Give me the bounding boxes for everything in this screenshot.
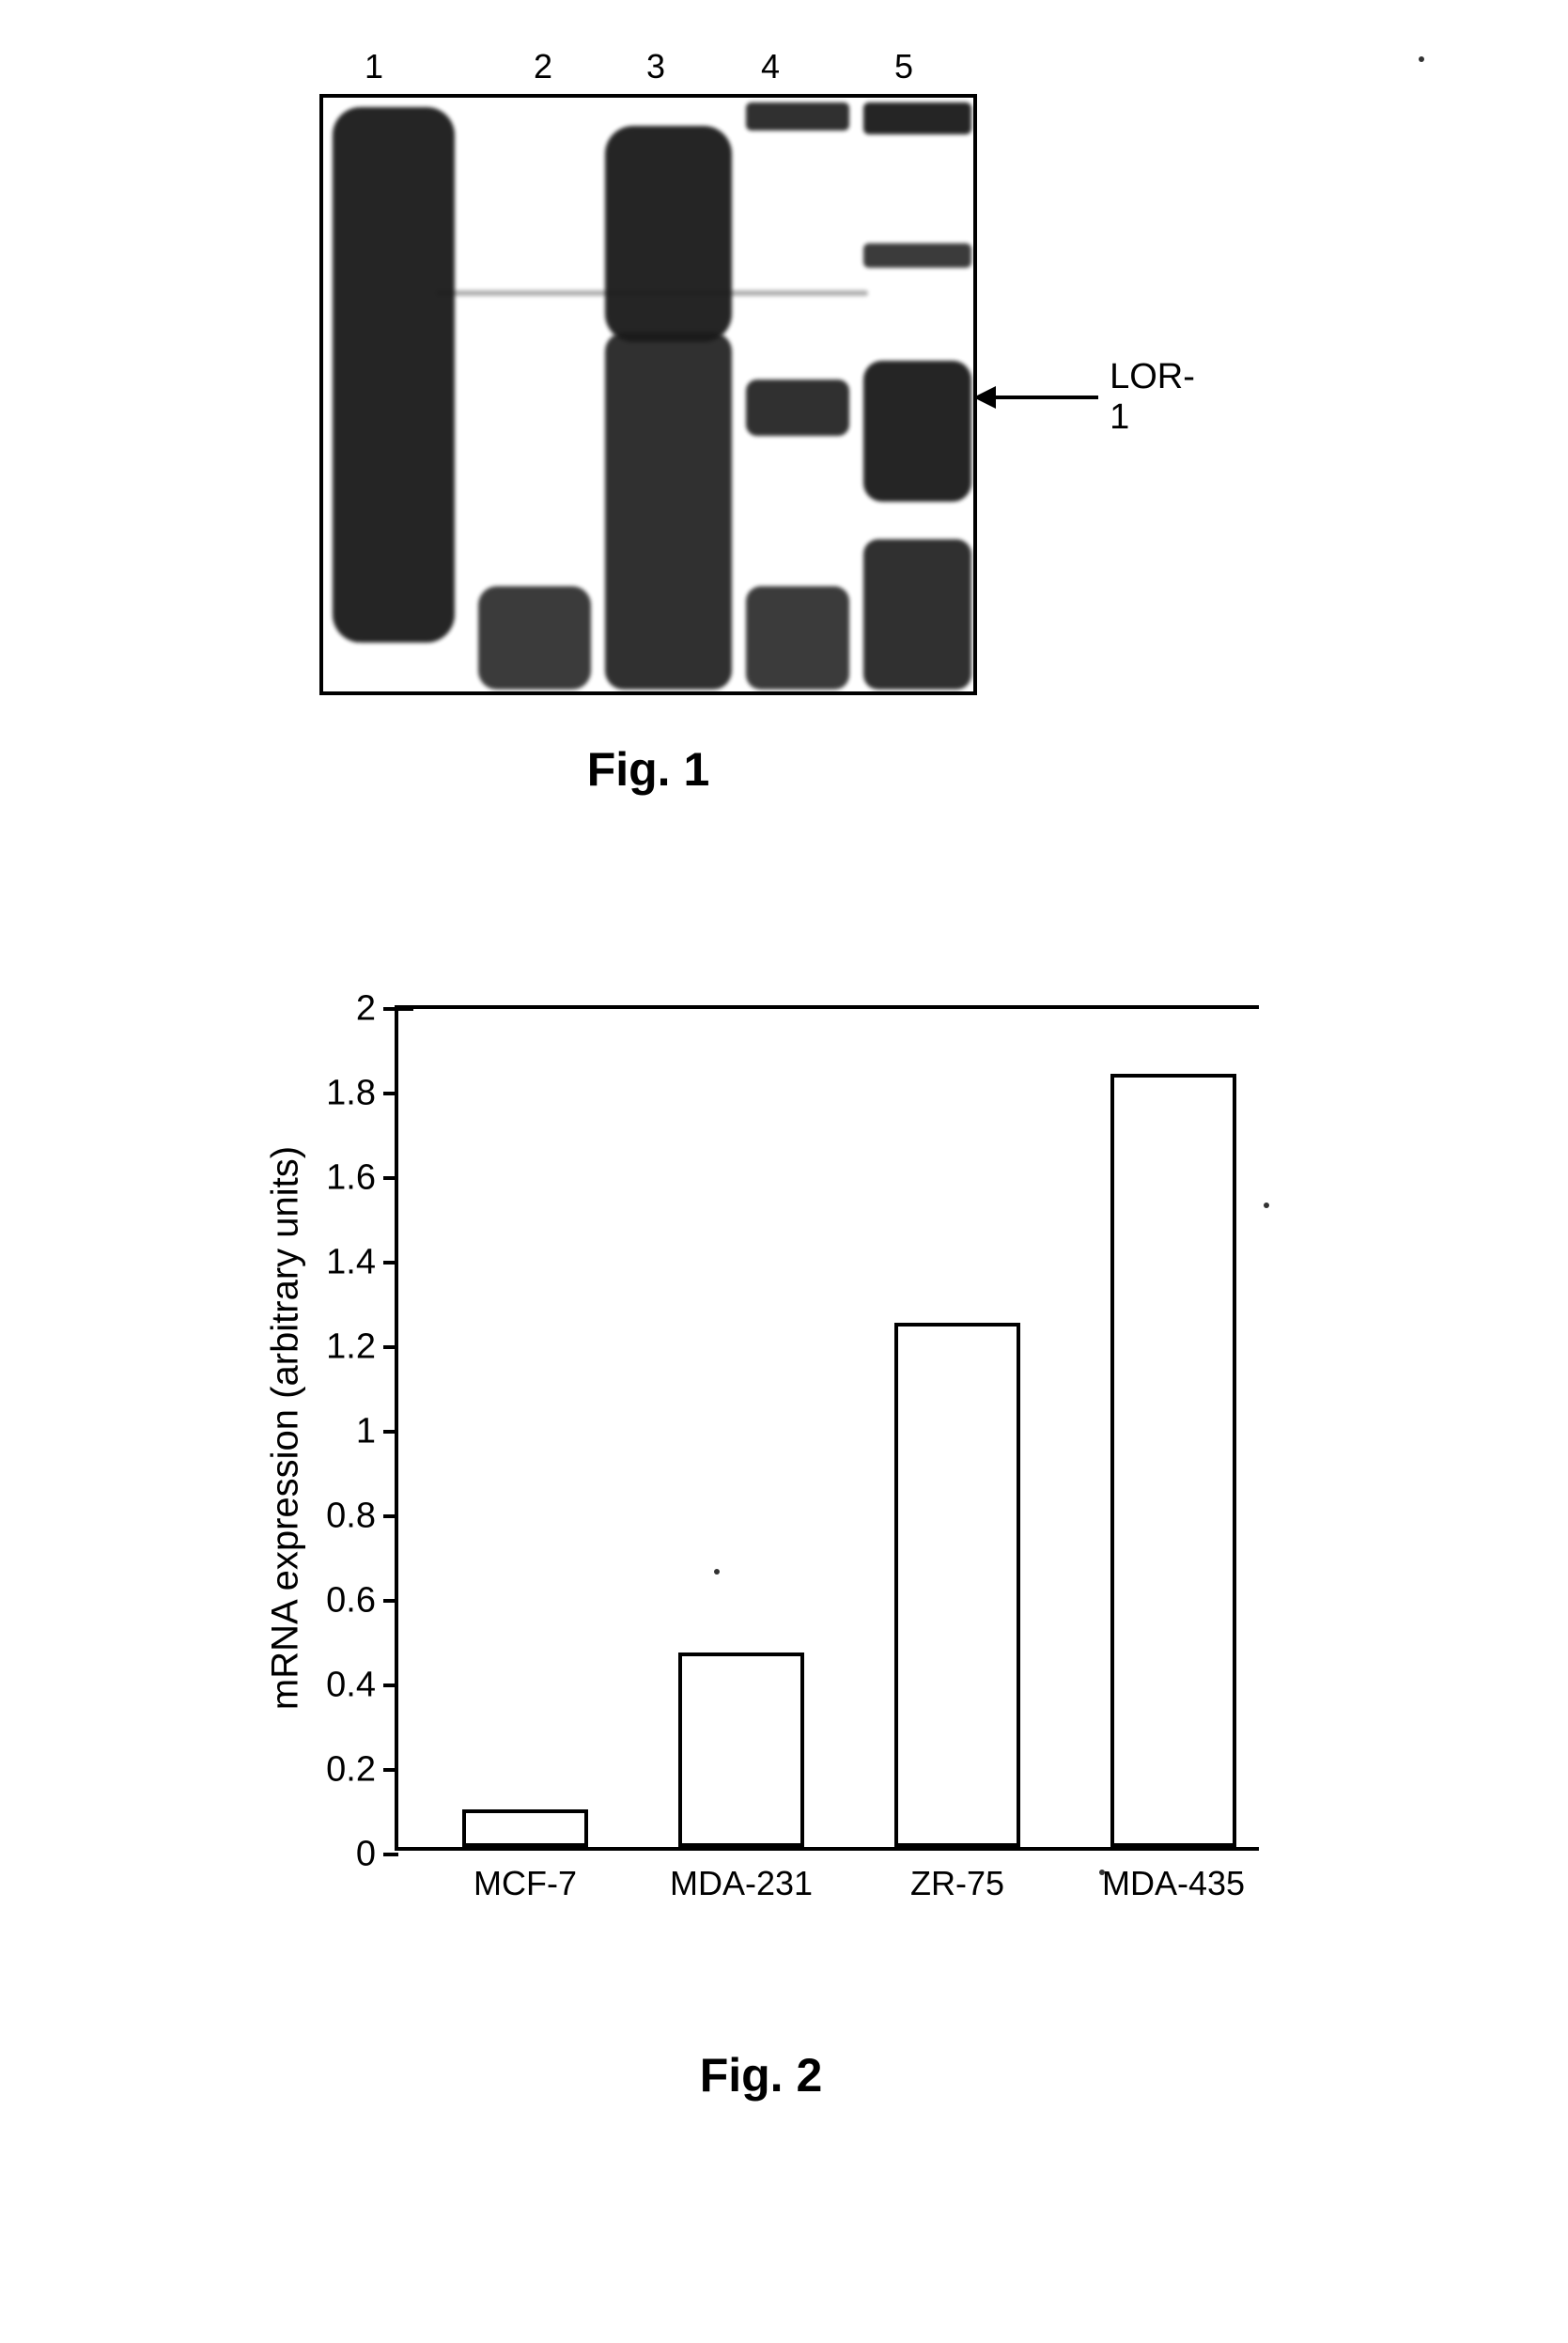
y-tick-label: 0.4: [326, 1666, 376, 1706]
gel-band: [605, 333, 732, 690]
y-tick: [383, 1853, 398, 1856]
y-tick-label: 1.2: [326, 1327, 376, 1368]
gel-band: [863, 102, 971, 134]
y-tick: [383, 1261, 398, 1265]
gel-lane-label: 4: [761, 47, 780, 86]
bar: [1110, 1074, 1235, 1848]
bar: [678, 1653, 803, 1847]
y-tick: [398, 1007, 413, 1011]
bar: [462, 1809, 587, 1848]
gel-band: [746, 586, 849, 690]
y-tick-label: 0: [356, 1835, 376, 1875]
gel-lane-label: 2: [534, 47, 552, 86]
y-tick-label: 1: [356, 1412, 376, 1452]
y-tick: [383, 1092, 398, 1095]
x-tick-label: MCF-7: [474, 1864, 577, 1903]
bar-chart: mRNA expression (arbitrary units) 0 0.2 0.…: [244, 986, 1278, 1945]
gel-band: [333, 107, 455, 643]
arrow-line: [996, 396, 1098, 399]
figure-1: 12345 LOR-1 Fig. 1: [282, 47, 1127, 797]
gel-band: [746, 102, 849, 131]
y-tick: [383, 1684, 398, 1687]
gel-band: [863, 361, 971, 502]
gel-band: [863, 243, 971, 268]
scan-speck: [1419, 56, 1424, 62]
y-tick-label: 0.6: [326, 1581, 376, 1621]
y-tick: [383, 1599, 398, 1603]
gel-lane-label: 1: [365, 47, 383, 86]
y-tick: [383, 1345, 398, 1349]
figure-1-caption: Fig. 1: [282, 742, 1015, 797]
figure-2: mRNA expression (arbitrary units) 0 0.2 0.…: [169, 986, 1296, 2102]
y-tick-label: 0.2: [326, 1750, 376, 1791]
y-axis-title: mRNA expression (arbitrary units): [265, 1146, 307, 1710]
plot-area: mRNA expression (arbitrary units) 00.20.…: [395, 1005, 1259, 1851]
bar: [894, 1323, 1019, 1847]
y-tick: [383, 1176, 398, 1180]
x-tick-label: MDA-435: [1102, 1864, 1245, 1903]
gel-band: [478, 586, 591, 690]
gel-lane-labels: 1 2 3 4 5: [319, 47, 977, 94]
lor1-label: LOR-1: [1110, 357, 1205, 438]
y-tick: [383, 1430, 398, 1434]
x-tick-label: MDA-231: [670, 1864, 813, 1903]
y-tick-label: 1.6: [326, 1158, 376, 1199]
y-tick-label: 2: [356, 989, 376, 1030]
gel-band: [746, 380, 849, 436]
figure-2-caption: Fig. 2: [244, 2048, 1278, 2102]
gel-band: [605, 126, 732, 342]
arrow-head-icon: [973, 386, 996, 409]
lor1-arrow: LOR-1: [996, 357, 1205, 438]
y-tick: [383, 1514, 398, 1518]
gel-lane-label: 3: [646, 47, 665, 86]
y-tick-label: 1.4: [326, 1243, 376, 1283]
gel-band: [863, 539, 971, 690]
x-tick-label: ZR-75: [910, 1864, 1004, 1903]
y-tick: [383, 1768, 398, 1772]
y-tick: [383, 1007, 398, 1011]
gel-lane-label: 5: [894, 47, 913, 86]
y-tick-label: 1.8: [326, 1074, 376, 1114]
page: 1 2 3 4 5 LOR-1 Fig. 1 mRNA expression (arbi…: [0, 0, 1568, 2343]
y-tick-label: 0.8: [326, 1497, 376, 1537]
gel-image: [319, 94, 977, 695]
